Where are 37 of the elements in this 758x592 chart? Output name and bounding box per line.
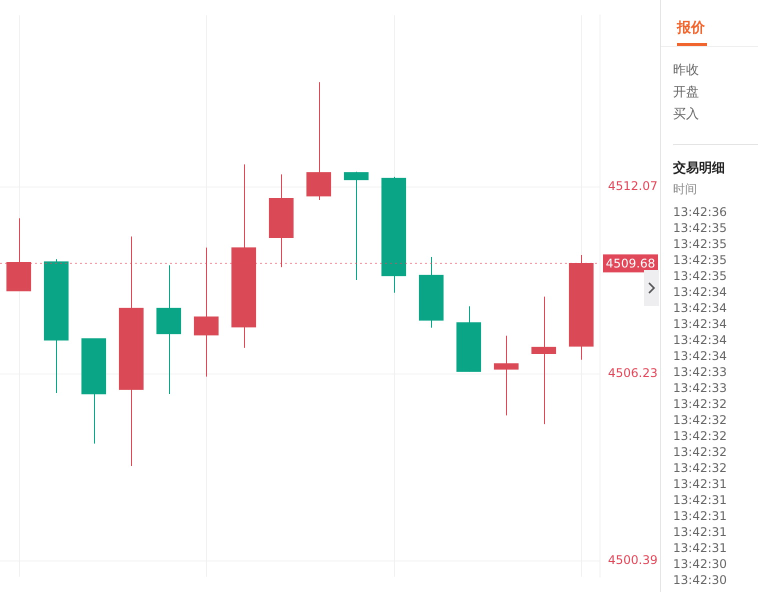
text: 13:42:34 [673, 285, 727, 299]
text: 13:42:32 [673, 429, 727, 443]
y-tick-label: 4506.23 [608, 366, 658, 380]
text: 交易明细 [673, 160, 725, 177]
text: 报价 [677, 19, 705, 37]
text: 13:42:35 [673, 221, 727, 235]
text: 13:42:35 [673, 269, 727, 283]
text: 13:42:32 [673, 413, 727, 427]
text: 13:42:31 [673, 477, 727, 491]
candlestick [531, 296, 556, 425]
text: 13:42:31 [673, 541, 727, 555]
text: 13:42:31 [673, 493, 727, 507]
text: 13:42:36 [673, 205, 727, 219]
ref-line-label: 4509.68 [606, 256, 656, 270]
text: 昨收 [673, 62, 699, 79]
text: 13:42:34 [673, 349, 727, 363]
text: 13:42:32 [673, 445, 727, 459]
text: 13:42:32 [673, 461, 727, 475]
y-tick-label: 4512.07 [608, 178, 658, 193]
text: 13:42:31 [673, 525, 727, 539]
y-tick-label: 4500.39 [608, 552, 658, 567]
text: 13:42:31 [673, 509, 727, 523]
text: 13:42:35 [673, 237, 727, 251]
text: 13:42:34 [673, 317, 727, 331]
text: 13:42:30 [673, 573, 727, 587]
text: 13:42:35 [673, 253, 727, 267]
text: 13:42:30 [673, 557, 727, 571]
candlestick [494, 335, 519, 416]
candlestick [344, 171, 369, 280]
text: 13:42:33 [673, 381, 727, 395]
text: 13:42:34 [673, 333, 727, 347]
text: 买入 [673, 106, 699, 123]
text: 13:42:32 [673, 397, 727, 411]
text: 13:42:33 [673, 365, 727, 379]
text: 13:42:34 [673, 301, 727, 315]
text: 开盘 [673, 84, 699, 101]
text: 时间 [673, 181, 697, 198]
